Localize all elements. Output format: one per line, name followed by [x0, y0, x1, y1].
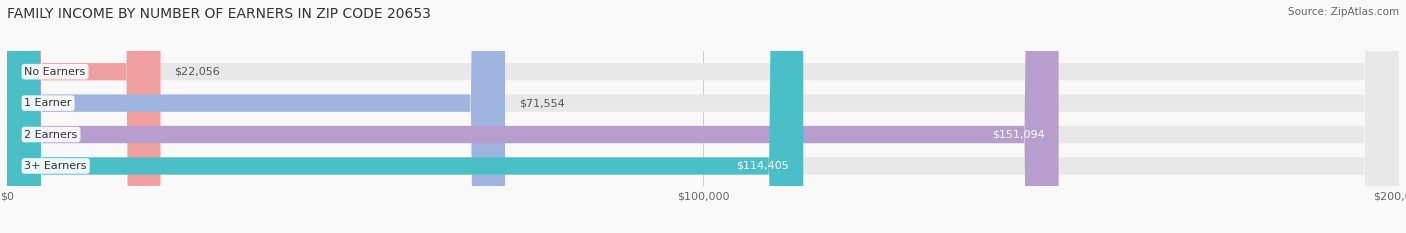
- Text: No Earners: No Earners: [24, 67, 86, 77]
- FancyBboxPatch shape: [7, 0, 505, 233]
- FancyBboxPatch shape: [7, 0, 160, 233]
- Text: $114,405: $114,405: [737, 161, 789, 171]
- FancyBboxPatch shape: [7, 0, 1059, 233]
- Text: 2 Earners: 2 Earners: [24, 130, 77, 140]
- FancyBboxPatch shape: [7, 0, 803, 233]
- Text: FAMILY INCOME BY NUMBER OF EARNERS IN ZIP CODE 20653: FAMILY INCOME BY NUMBER OF EARNERS IN ZI…: [7, 7, 430, 21]
- Text: 1 Earner: 1 Earner: [24, 98, 72, 108]
- FancyBboxPatch shape: [7, 0, 1399, 233]
- Text: 3+ Earners: 3+ Earners: [24, 161, 87, 171]
- Text: $71,554: $71,554: [519, 98, 565, 108]
- FancyBboxPatch shape: [7, 0, 1399, 233]
- FancyBboxPatch shape: [7, 0, 1399, 233]
- Text: $151,094: $151,094: [991, 130, 1045, 140]
- Text: Source: ZipAtlas.com: Source: ZipAtlas.com: [1288, 7, 1399, 17]
- FancyBboxPatch shape: [7, 0, 1399, 233]
- Text: $22,056: $22,056: [174, 67, 221, 77]
